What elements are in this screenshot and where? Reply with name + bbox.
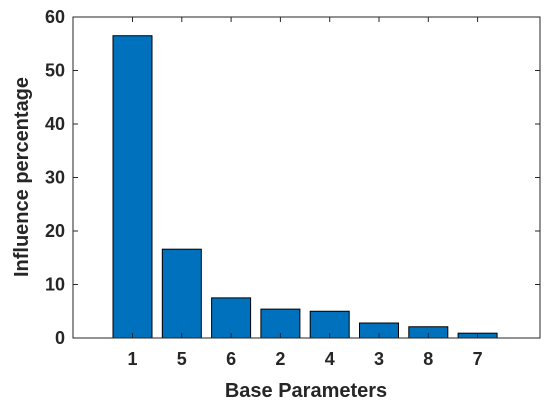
x-tick-label: 7 xyxy=(473,349,483,369)
y-tick-label: 20 xyxy=(45,221,65,241)
y-tick-label: 0 xyxy=(55,328,65,348)
bar-5 xyxy=(161,248,202,339)
y-axis-label: Influence percentage xyxy=(11,77,33,277)
bar-1 xyxy=(112,35,153,339)
y-tick-label: 60 xyxy=(45,7,65,27)
x-tick-label: 8 xyxy=(423,349,433,369)
x-tick-label: 4 xyxy=(325,349,335,369)
bars-group xyxy=(112,35,498,339)
y-tick-label: 30 xyxy=(45,168,65,188)
x-tick-label: 1 xyxy=(127,349,137,369)
x-axis-label: Base Parameters xyxy=(225,380,387,402)
x-axis-ticks: 1 5 6 2 4 3 8 7 xyxy=(127,17,483,369)
y-tick-label: 40 xyxy=(45,114,65,134)
y-tick-label: 50 xyxy=(45,61,65,81)
x-tick-label: 3 xyxy=(374,349,384,369)
x-tick-label: 6 xyxy=(226,349,236,369)
y-axis-ticks: 0 10 20 30 40 50 60 xyxy=(45,7,540,348)
y-tick-label: 10 xyxy=(45,275,65,295)
x-tick-label: 2 xyxy=(275,349,285,369)
bar-6 xyxy=(211,297,252,339)
x-tick-label: 5 xyxy=(177,349,187,369)
